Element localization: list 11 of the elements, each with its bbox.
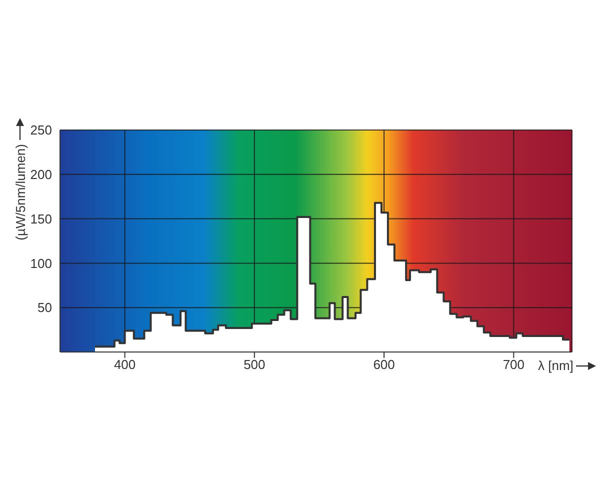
y-axis-title: (µW/5nm/lumen) xyxy=(12,144,28,240)
y-tick-label: 250 xyxy=(30,122,52,138)
x-axis-title: λ [nm] xyxy=(538,358,574,373)
x-tick-label: 500 xyxy=(244,357,266,372)
x-tick-label: 600 xyxy=(373,357,395,372)
x-tick-label: 700 xyxy=(502,357,525,372)
y-tick-label: 100 xyxy=(30,256,52,271)
y-tick-label: 150 xyxy=(30,211,52,226)
x-tick-label: 400 xyxy=(114,357,136,372)
y-tick-label: 200 xyxy=(30,167,52,182)
y-tick-label: 50 xyxy=(38,300,52,316)
